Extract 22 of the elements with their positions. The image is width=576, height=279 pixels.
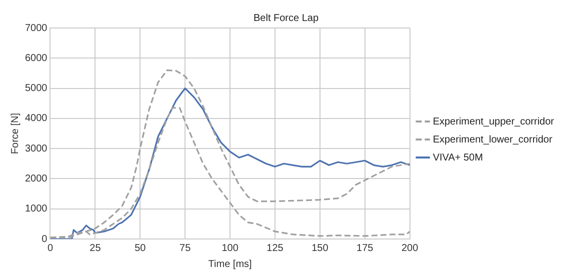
x-tick-label: 25: [90, 242, 102, 254]
legend-label: Experiment_upper_corridor: [432, 116, 555, 128]
x-tick-label: 50: [134, 242, 146, 254]
x-tick-label: 150: [312, 242, 329, 254]
y-tick-label: 6000: [24, 52, 48, 64]
y-tick-label: 3000: [24, 143, 48, 154]
x-tick-label: 75: [180, 242, 192, 254]
y-tick-label: 5000: [24, 83, 48, 94]
x-tick-label: 200: [401, 242, 419, 254]
y-tick-label: 4000: [24, 113, 48, 124]
legend-label: VIVA+ 50M: [432, 152, 483, 164]
x-tick-label: 125: [266, 242, 284, 254]
y-tick-label: 1000: [24, 204, 48, 215]
y-tick-label: 2000: [24, 173, 48, 184]
y-tick-label: 7000: [24, 22, 48, 34]
legend-label: Experiment_lower_corridor: [432, 134, 553, 146]
y-axis-title: Force [N]: [10, 112, 21, 154]
chart-title: Belt Force Lap: [253, 12, 319, 24]
x-axis-title: Time [ms]: [208, 258, 252, 270]
x-tick-label: 175: [356, 242, 374, 254]
y-tick-label: 0: [42, 234, 48, 245]
x-tick-label: 100: [222, 242, 239, 254]
